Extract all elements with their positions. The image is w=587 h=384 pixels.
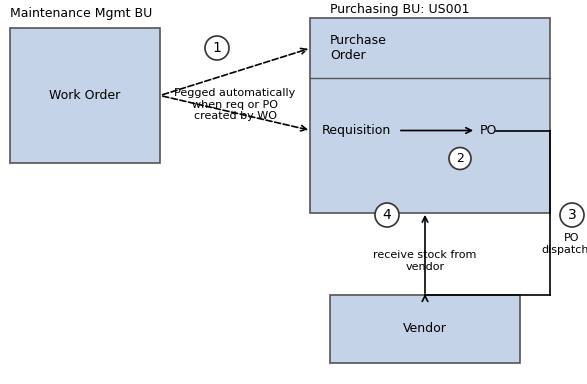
Text: Requisition: Requisition — [322, 124, 392, 137]
Text: PO: PO — [480, 124, 497, 137]
Text: 2: 2 — [456, 152, 464, 165]
Text: 4: 4 — [383, 208, 392, 222]
Circle shape — [375, 203, 399, 227]
Bar — [330, 295, 520, 363]
Text: Maintenance Mgmt BU: Maintenance Mgmt BU — [10, 8, 152, 20]
Text: Purchase
Order: Purchase Order — [330, 34, 387, 62]
Text: Vendor: Vendor — [403, 323, 447, 336]
Circle shape — [205, 36, 229, 60]
Text: receive stock from
vendor: receive stock from vendor — [373, 250, 477, 271]
Text: 3: 3 — [568, 208, 576, 222]
Text: Work Order: Work Order — [49, 89, 120, 102]
Text: Purchasing BU: US001: Purchasing BU: US001 — [330, 3, 470, 17]
Text: 1: 1 — [212, 41, 221, 55]
Circle shape — [449, 147, 471, 169]
Bar — [10, 28, 160, 163]
Text: Pegged automatically
when req or PO
created by WO: Pegged automatically when req or PO crea… — [174, 88, 296, 121]
Circle shape — [560, 203, 584, 227]
Text: PO
dispatched: PO dispatched — [541, 233, 587, 255]
Bar — [310, 18, 550, 213]
